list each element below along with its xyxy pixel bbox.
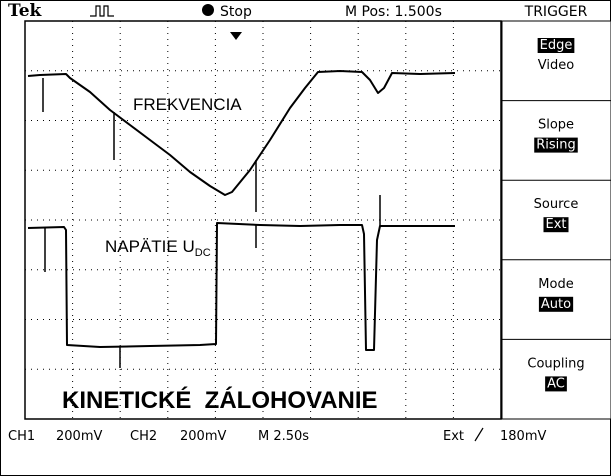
menu-label: Mode <box>538 277 573 292</box>
trigger-source: Ext <box>443 429 464 444</box>
menu-highlight <box>545 376 567 392</box>
menu-value: Auto <box>541 297 571 312</box>
menu-value: AC <box>547 376 565 391</box>
menu-value: Ext <box>545 217 566 232</box>
ch1-scale: 200mV <box>56 429 102 444</box>
menu-value: Rising <box>536 138 576 153</box>
slope-icon <box>474 427 484 442</box>
trigger-level: 180mV <box>500 429 546 444</box>
menu-highlight <box>543 217 569 233</box>
stop-dot <box>202 4 214 16</box>
voltage-trace <box>27 222 455 351</box>
annotation-lower-main: NAPÄTIE U <box>105 237 195 256</box>
menu-label: Edge <box>540 38 573 53</box>
menu-highlight <box>538 296 574 312</box>
acq-icon <box>90 5 114 17</box>
freq-trace <box>27 70 456 196</box>
menu-title: TRIGGER <box>524 4 588 20</box>
brand: Tek <box>8 1 43 21</box>
menu-highlight <box>534 137 578 153</box>
annotation-lower-sub: DC <box>195 247 211 259</box>
menu-value: Video <box>538 58 574 73</box>
menu-label: Coupling <box>527 356 584 371</box>
menu-label: Source <box>534 197 579 212</box>
graticule <box>25 21 501 419</box>
timebase: M 2.50s <box>258 429 309 444</box>
menu-label: Slope <box>538 118 574 133</box>
run-state: Stop <box>220 4 252 20</box>
annotation-upper: FREKVENCIA <box>133 95 242 114</box>
menu-highlight <box>537 38 575 53</box>
ch1: CH1 <box>8 429 35 444</box>
annotation-lower: NAPÄTIE UDC <box>105 237 211 259</box>
trigger-marker <box>230 32 242 40</box>
menu: Edge Video Slope Rising Source Ext Mode Auto Cou… <box>502 38 611 392</box>
position: M Pos: 1.500s <box>345 4 442 20</box>
ch2: CH2 <box>130 429 157 444</box>
ch2-scale: 200mV <box>180 429 226 444</box>
caption: KINETICKÉ ZÁLOHOVANIE <box>62 386 378 414</box>
